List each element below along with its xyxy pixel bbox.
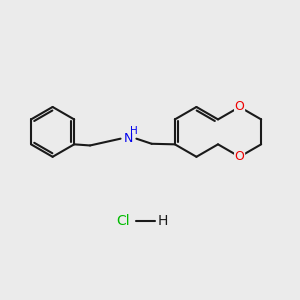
Text: O: O [235,100,244,113]
Text: Cl: Cl [117,214,130,228]
Text: N: N [124,132,133,145]
Text: O: O [235,150,244,163]
Text: H: H [130,126,137,136]
Text: H: H [158,214,168,228]
